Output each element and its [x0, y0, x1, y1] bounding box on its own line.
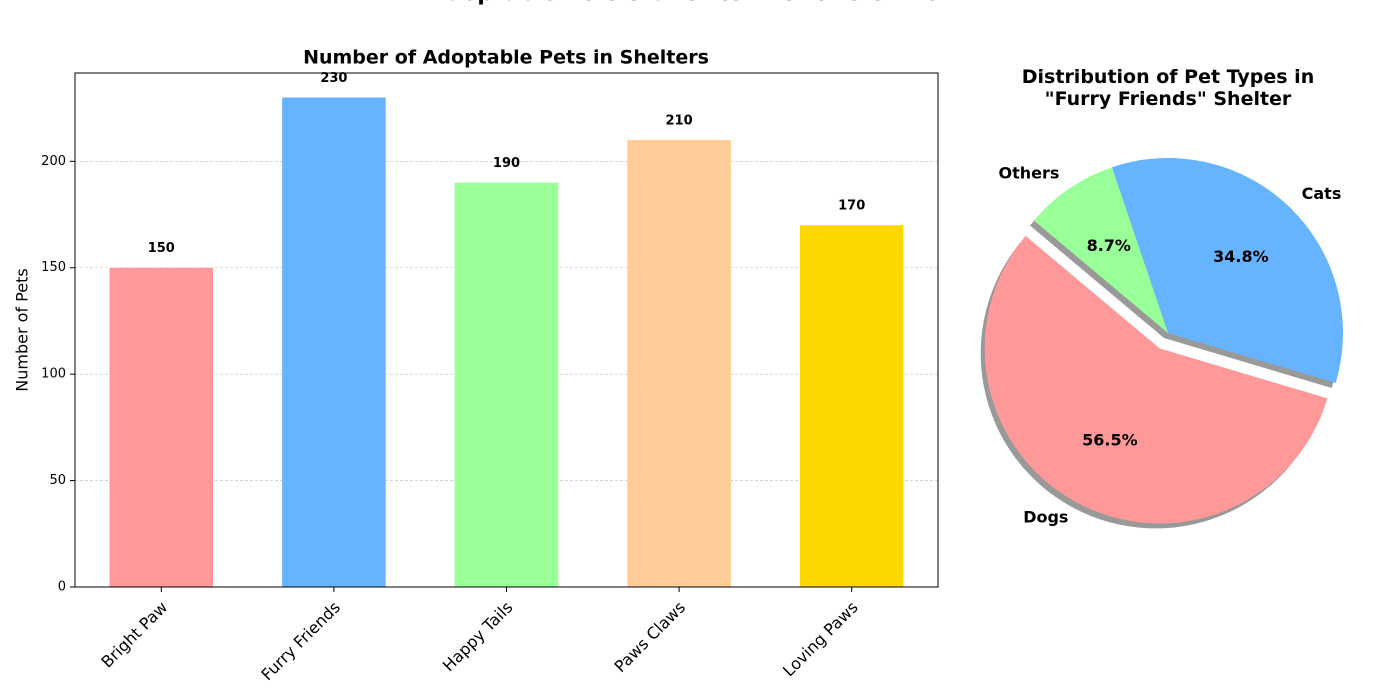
value-label: 150 [148, 241, 175, 256]
x-tick-label: Bright Paw [97, 598, 171, 672]
value-label: 230 [320, 71, 347, 86]
bar [799, 225, 904, 588]
percent-label: 56.5% [1082, 430, 1138, 449]
suptitle: Adoptable Pets Statistics in Shelters - … [429, 0, 970, 6]
wedge [1111, 158, 1343, 383]
bar [109, 267, 214, 587]
plot-frame [74, 72, 939, 588]
pie-title: Distribution of Pet Types in "Furry Frien… [1022, 66, 1314, 110]
y-tick-label: 200 [41, 154, 66, 169]
y-axis-label: Number of Pets [13, 268, 32, 391]
pie-label: Dogs [1023, 507, 1068, 526]
percent-label: 8.7% [1087, 236, 1131, 255]
bar [454, 182, 559, 587]
pie-label: Others [999, 164, 1060, 183]
wedge [984, 235, 1328, 524]
value-label: 190 [493, 156, 520, 171]
x-tick-label: Paws Claws [611, 598, 690, 677]
bar [627, 140, 731, 588]
bar-title: Number of Adoptable Pets in Shelters [303, 47, 709, 69]
y-tick-label: 50 [49, 473, 66, 488]
pie-label: Cats [1302, 184, 1342, 203]
x-tick-label: Loving Paws [779, 598, 862, 681]
value-label: 210 [666, 114, 693, 129]
wedge [1033, 167, 1168, 333]
x-tick-label: Furry Friends [257, 598, 344, 685]
y-tick-label: 0 [58, 580, 66, 595]
bar [282, 97, 386, 587]
y-tick-label: 100 [41, 367, 66, 382]
x-tick-label: Happy Tails [439, 598, 517, 676]
y-tick-label: 150 [41, 260, 66, 275]
percent-label: 34.8% [1213, 247, 1269, 266]
value-label: 170 [838, 199, 865, 214]
